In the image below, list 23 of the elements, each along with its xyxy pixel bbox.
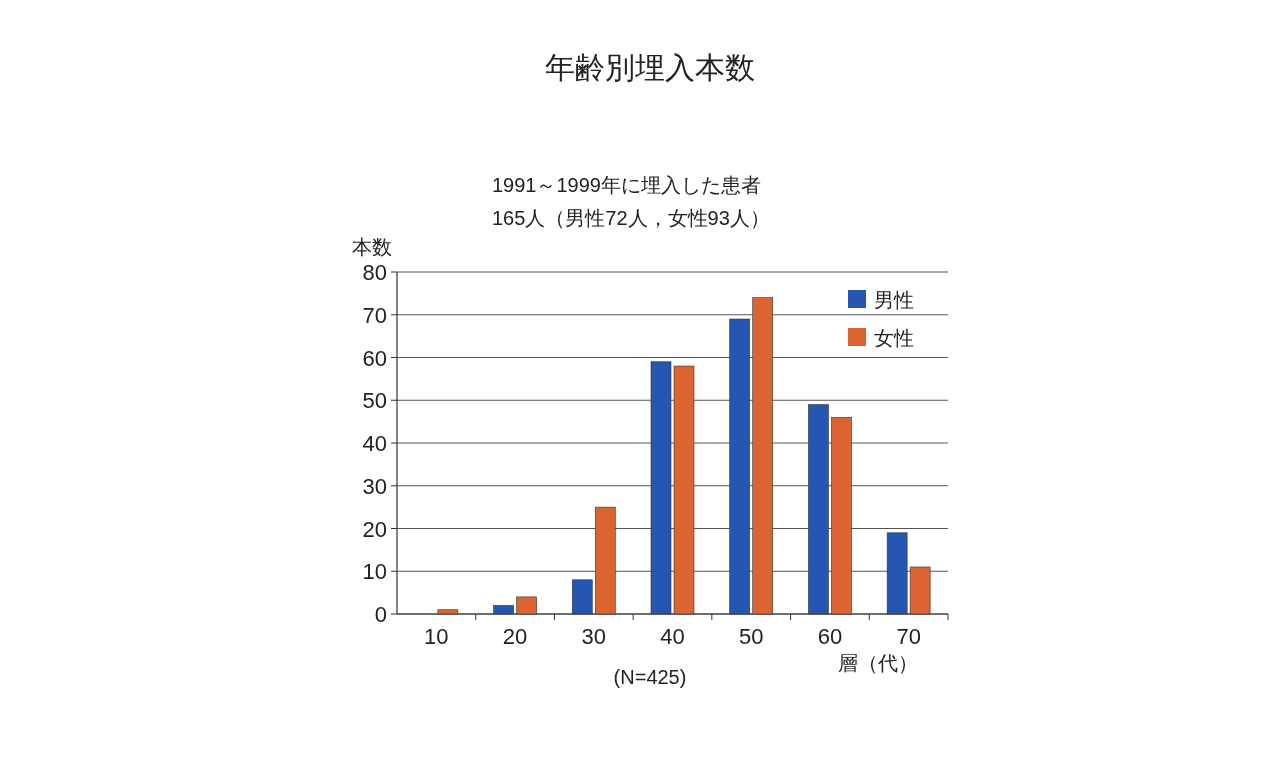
x-tick-label: 30	[581, 624, 607, 649]
y-tick-label: 0	[374, 602, 387, 627]
y-tick-label: 30	[362, 473, 387, 499]
x-axis-title: 層（代）	[838, 652, 918, 674]
chart-subtitle: 1991～1999年に埋入した患者 165人（男性72人，女性93人）	[492, 174, 770, 229]
x-tick-label: 40	[660, 624, 685, 649]
y-tick-label: 60	[362, 345, 387, 371]
y-tick-label: 10	[362, 559, 387, 585]
legend-label: 女性	[874, 327, 914, 349]
legend-label: 男性	[874, 289, 914, 311]
y-tick-label: 70	[362, 302, 387, 328]
x-tick-label: 20	[502, 624, 528, 649]
y-tick-label: 20	[362, 516, 387, 542]
x-tick-label: 70	[896, 624, 921, 649]
chart-title: 年齢別埋入本数	[545, 51, 755, 84]
y-axis-title: 本数	[352, 236, 392, 258]
text: (N=425)	[613, 666, 687, 688]
y-tick-label: 50	[362, 388, 387, 414]
y-tick-label: 80	[362, 260, 387, 285]
y-tick-label: 40	[362, 431, 387, 456]
x-tick-label: 10	[424, 624, 449, 649]
x-tick-label: 50	[738, 624, 764, 649]
x-tick-label: 60	[817, 624, 843, 649]
